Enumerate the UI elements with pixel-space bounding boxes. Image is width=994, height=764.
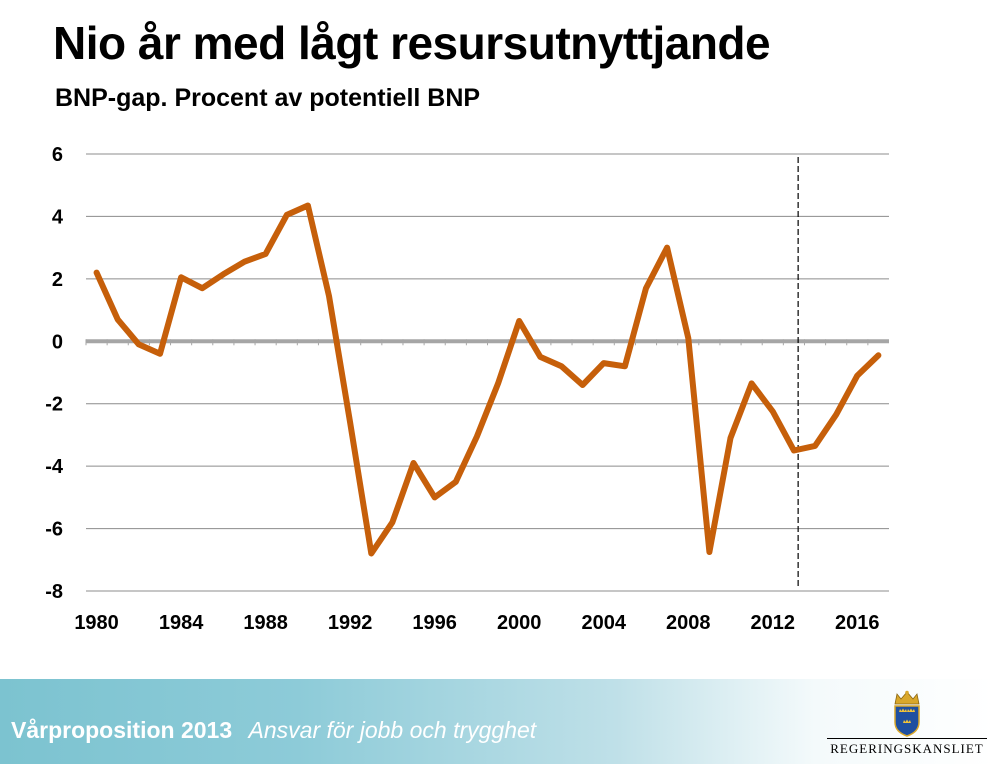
page-title: Nio år med lågt resursutnyttjande — [53, 17, 771, 69]
y-tick-label: -6 — [45, 519, 63, 541]
footer-bar: Vårproposition 2013 Ansvar för jobb och … — [0, 679, 994, 764]
x-tick-label: 1992 — [328, 612, 373, 634]
regeringskansliet-logo: REGERINGSKANSLIET — [827, 690, 987, 760]
y-tick-label: 4 — [52, 206, 64, 228]
x-tick-label: 2012 — [751, 612, 796, 634]
line-chart: 6 4 2 0 -2 -4 -6 -8 1980 1984 1988 1992 1996 2000 2004… — [45, 144, 889, 634]
x-tick-label: 2004 — [581, 612, 626, 634]
series-line — [93, 202, 882, 557]
x-tick-label: 1988 — [243, 612, 288, 634]
y-tick-label: -2 — [45, 394, 63, 416]
footer-title: Vårproposition 2013 — [11, 717, 233, 743]
logo-text: REGERINGSKANSLIET — [827, 738, 987, 757]
x-tick-label: 2016 — [835, 612, 880, 634]
y-tick-label: 6 — [52, 144, 63, 166]
x-tick-label: 2008 — [666, 612, 711, 634]
y-tick-label: -4 — [45, 456, 64, 478]
y-tick-label: 0 — [52, 331, 63, 353]
footer-tagline: Ansvar för jobb och trygghet — [248, 717, 537, 743]
y-tick-label: 2 — [52, 269, 63, 291]
x-tick-label: 1980 — [74, 612, 119, 634]
x-tick-label: 1984 — [159, 612, 204, 634]
chart-subtitle: BNP-gap. Procent av potentiell BNP — [55, 84, 481, 112]
crown-shield-icon — [894, 690, 920, 737]
y-tick-label: -8 — [45, 581, 63, 603]
x-tick-label: 1996 — [412, 612, 457, 634]
x-tick-label: 2000 — [497, 612, 542, 634]
